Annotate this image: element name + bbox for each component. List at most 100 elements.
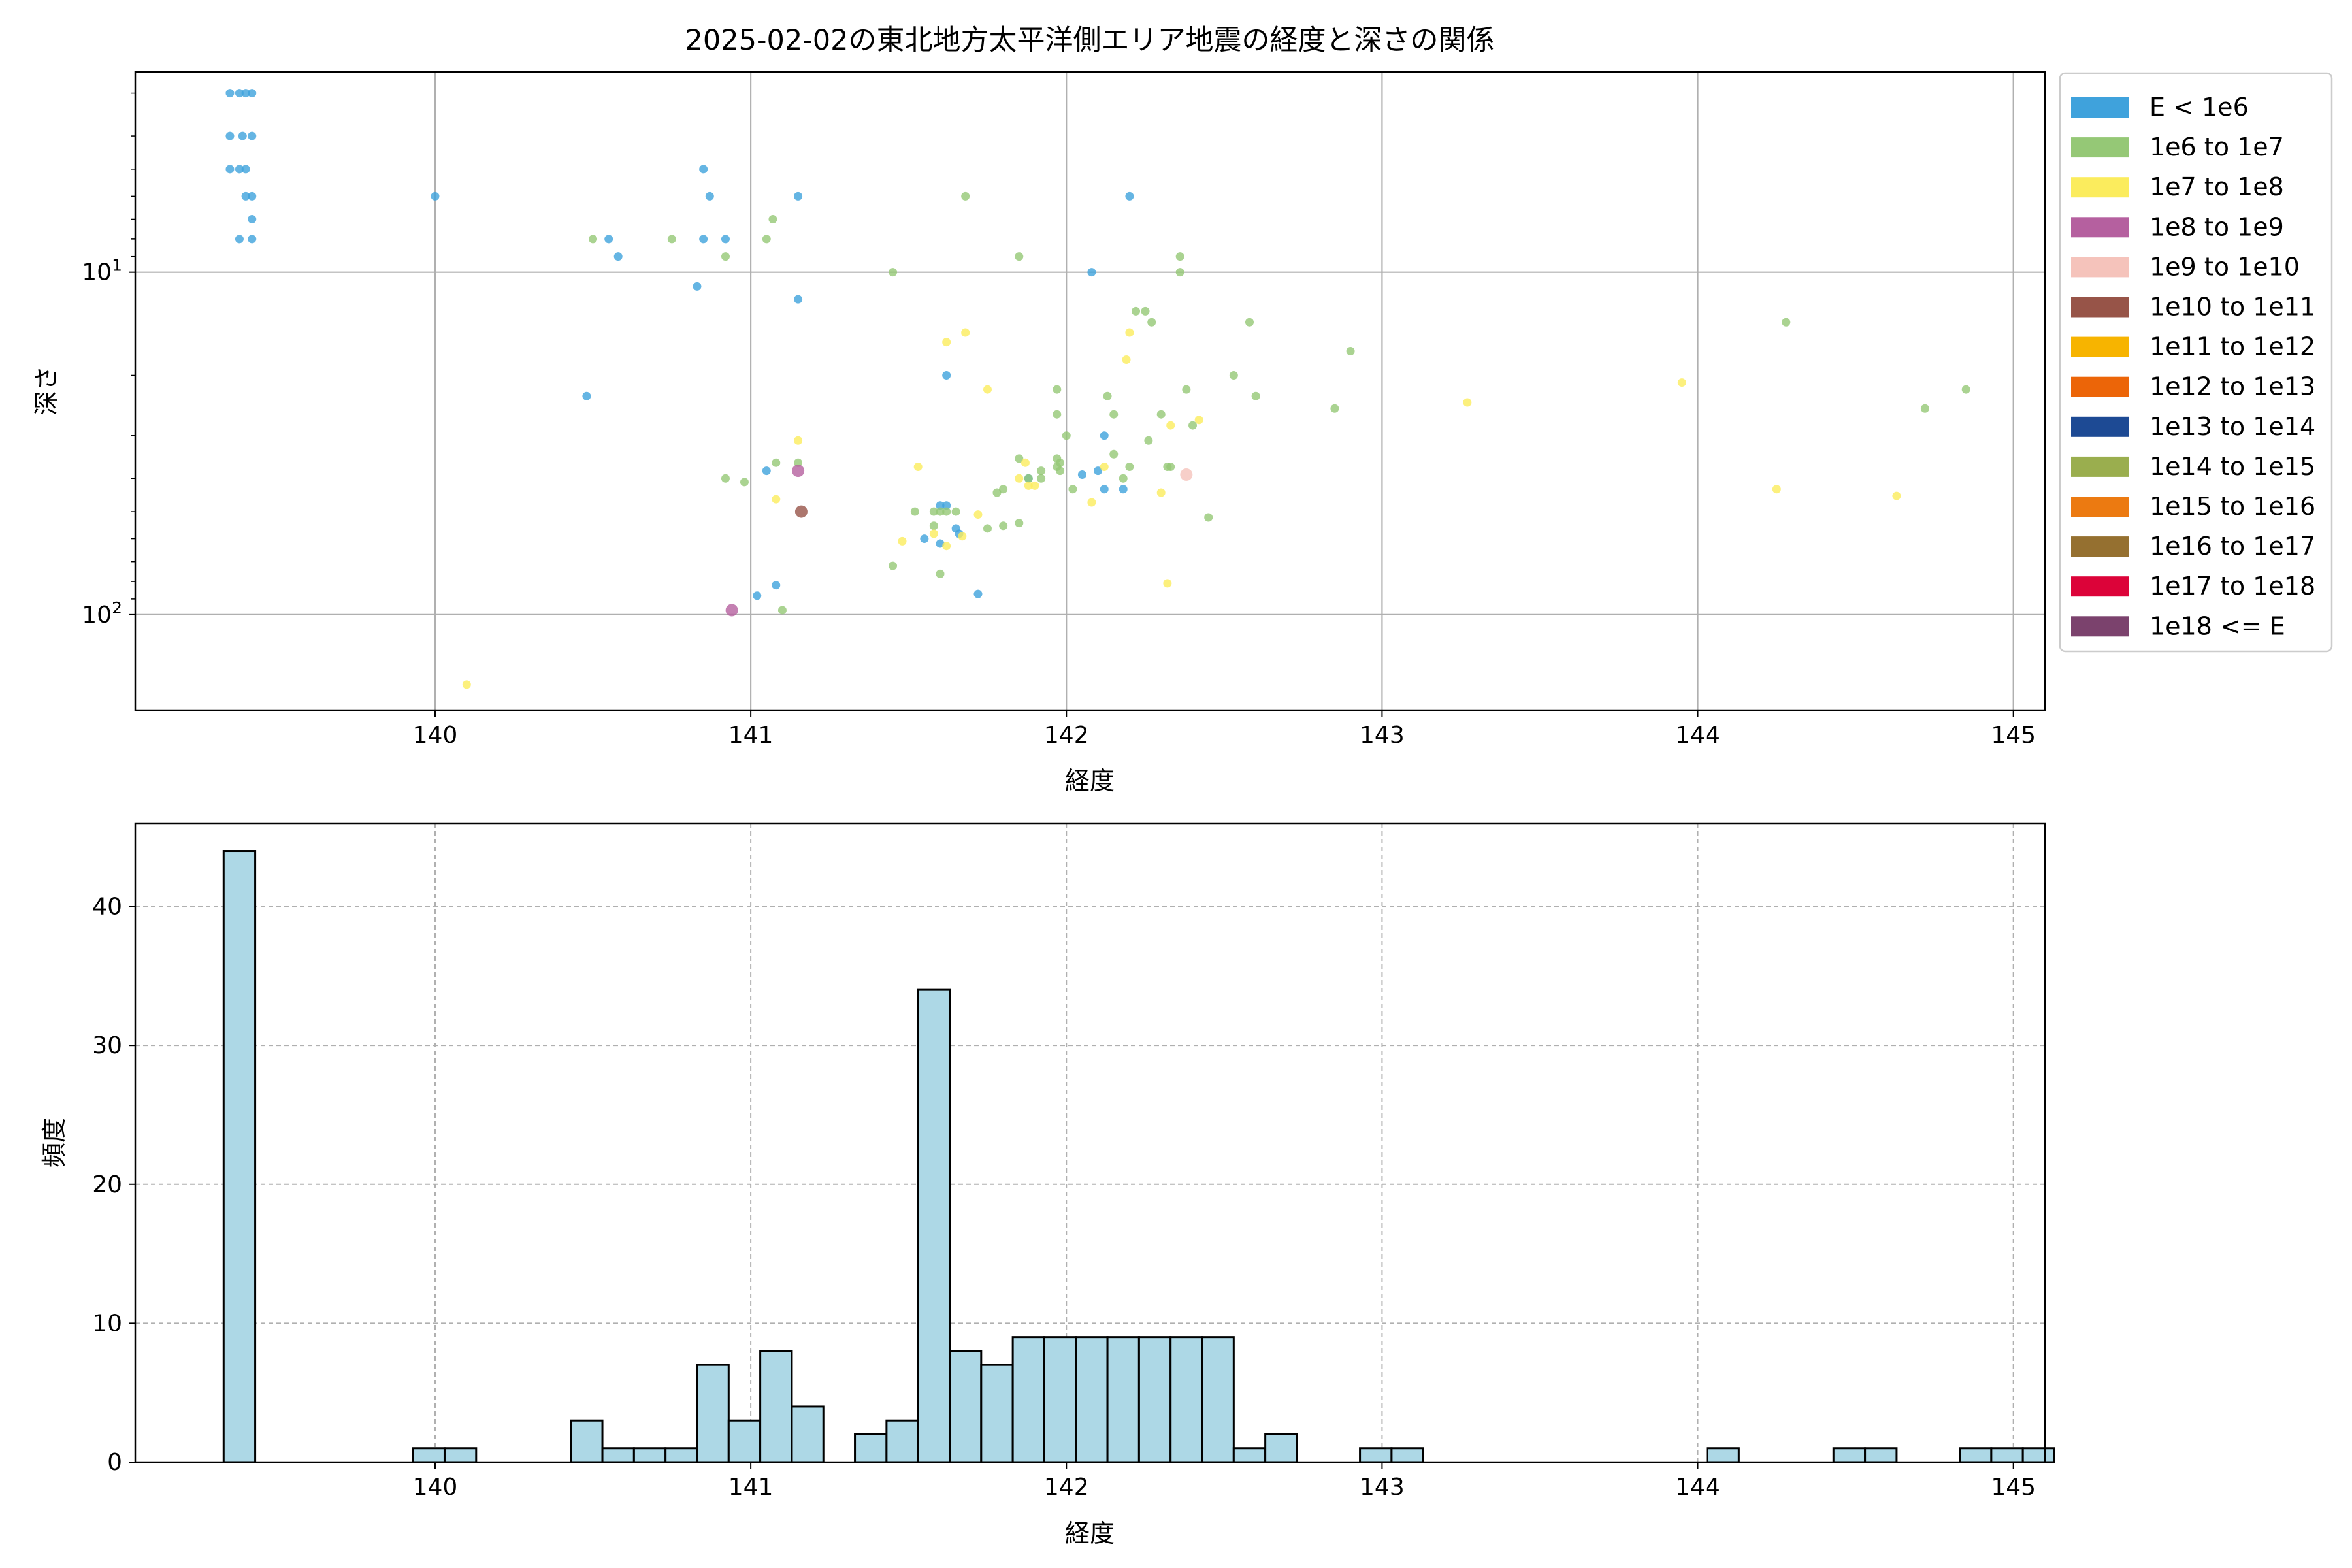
scatter-point — [942, 507, 951, 516]
histogram-bar — [917, 988, 951, 1463]
scatter-point — [462, 680, 471, 689]
histogram-bar — [885, 1419, 919, 1463]
scatter-point — [248, 214, 257, 223]
scatter-point — [929, 521, 938, 531]
scatter-point — [1166, 463, 1175, 472]
scatter-point — [1330, 404, 1339, 413]
legend-swatch — [2071, 177, 2129, 198]
legend-swatch — [2071, 416, 2129, 437]
histogram-bar — [443, 1447, 478, 1463]
scatter-point — [794, 436, 803, 445]
scatter-point — [951, 507, 960, 516]
scatter-x-tick-label: 142 — [1044, 722, 1089, 749]
scatter-point — [1892, 491, 1901, 500]
scatter-point — [248, 131, 257, 140]
scatter-point — [983, 385, 992, 394]
histogram-plot-frame — [134, 822, 2046, 1463]
scatter-point — [1125, 463, 1134, 472]
scatter-point — [705, 191, 714, 201]
scatter-point — [1053, 385, 1062, 394]
scatter-point — [1037, 466, 1046, 476]
scatter-point — [1122, 355, 1131, 364]
scatter-point — [999, 521, 1008, 531]
scatter-point — [721, 235, 730, 244]
scatter-point — [768, 214, 777, 223]
legend-label: 1e18 <= E — [2149, 612, 2285, 640]
legend-label: 1e17 to 1e18 — [2149, 572, 2315, 600]
scatter-point — [942, 338, 951, 347]
scatter-point — [1156, 488, 1166, 497]
histogram-bar — [854, 1433, 888, 1463]
histogram-bar — [1359, 1447, 1393, 1463]
scatter-point — [699, 235, 708, 244]
legend-label: 1e9 to 1e10 — [2149, 252, 2300, 281]
legend-label: 1e13 to 1e14 — [2149, 412, 2315, 441]
legend-swatch — [2071, 217, 2129, 238]
legend-swatch — [2071, 497, 2129, 517]
scatter-point — [794, 458, 803, 467]
scatter-point — [1015, 454, 1024, 463]
scatter-point — [1147, 318, 1156, 327]
scatter-grid — [135, 72, 2045, 710]
scatter-point — [241, 89, 250, 98]
histogram-bar — [1390, 1447, 1424, 1463]
legend-swatch — [2071, 536, 2129, 557]
legend-swatch — [2071, 376, 2129, 397]
scatter-point — [1119, 485, 1128, 494]
scatter-point — [1677, 378, 1686, 387]
scatter-point — [973, 510, 983, 519]
scatter-point — [693, 282, 702, 291]
scatter-x-tick-label: 145 — [1991, 722, 2036, 749]
scatter-point — [1053, 463, 1062, 472]
legend-label: 1e8 to 1e9 — [2149, 212, 2284, 241]
legend-label: 1e7 to 1e8 — [2149, 172, 2284, 201]
histogram-x-axis-label: 経度 — [1065, 1519, 1115, 1548]
scatter-point — [431, 191, 440, 201]
legend-swatch — [2071, 257, 2129, 278]
legend-label: 1e16 to 1e17 — [2149, 532, 2315, 561]
scatter-point — [1782, 318, 1791, 327]
histogram-bar — [1106, 1336, 1140, 1463]
scatter-point — [1100, 431, 1109, 440]
scatter-title: 2025-02-02の東北地方太平洋側エリア地震の経度と深さの関係 — [685, 24, 1495, 57]
scatter-point — [241, 191, 250, 201]
scatter-point — [794, 505, 808, 518]
legend-label: 1e11 to 1e12 — [2149, 333, 2315, 361]
scatter-point — [740, 478, 749, 487]
scatter-point — [913, 463, 923, 472]
scatter-point — [999, 485, 1008, 494]
scatter-point — [1163, 579, 1172, 588]
scatter-point — [1125, 328, 1134, 337]
scatter-point — [889, 268, 898, 277]
scatter-point — [1062, 431, 1071, 440]
histogram-x-tick-label: 144 — [1675, 1474, 1720, 1501]
scatter-point — [1087, 268, 1096, 277]
scatter-point — [1182, 385, 1191, 394]
histogram-bar — [222, 850, 257, 1463]
scatter-point — [936, 569, 945, 578]
scatter-point — [772, 458, 781, 467]
histogram-bar — [1864, 1447, 1898, 1463]
scatter-point — [958, 532, 967, 541]
scatter-point — [1144, 436, 1153, 445]
scatter-point — [920, 534, 929, 544]
scatter-point — [1103, 391, 1112, 400]
scatter-x-tick-label: 140 — [413, 722, 458, 749]
legend-swatch — [2071, 616, 2129, 637]
histogram-bar — [632, 1447, 667, 1463]
legend-label: 1e15 to 1e16 — [2149, 492, 2315, 521]
scatter-point — [1463, 398, 1472, 407]
scatter-point — [1015, 252, 1024, 261]
scatter-point — [1961, 385, 1970, 394]
histogram-x-tick-label: 140 — [413, 1474, 458, 1501]
scatter-point — [225, 165, 235, 174]
scatter-point — [241, 165, 250, 174]
histogram-bar — [759, 1350, 793, 1463]
legend-label: 1e10 to 1e11 — [2149, 293, 2315, 321]
scatter-point — [1037, 474, 1046, 483]
histogram-y-tick-label: 20 — [92, 1171, 122, 1198]
scatter-y-axis-label: 深さ — [32, 366, 61, 416]
scatter-point — [725, 604, 738, 617]
scatter-x-tick-label: 144 — [1675, 722, 1720, 749]
scatter-point — [1077, 470, 1086, 480]
